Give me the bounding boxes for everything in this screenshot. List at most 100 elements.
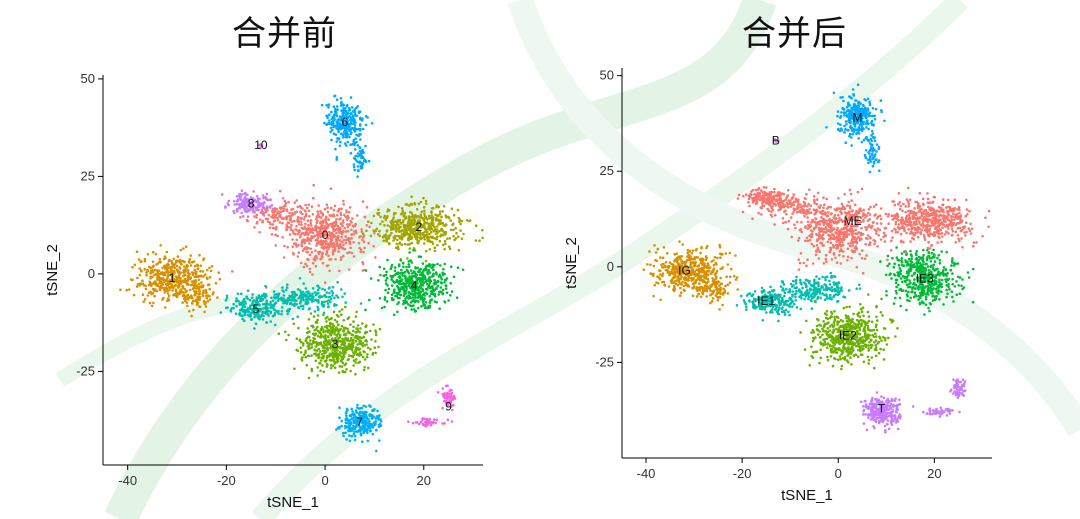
- data-point: [281, 221, 284, 225]
- data-point: [279, 213, 282, 217]
- data-point: [330, 233, 334, 237]
- data-point: [829, 355, 833, 358]
- data-point: [297, 251, 301, 254]
- data-point: [874, 325, 878, 329]
- data-point: [752, 300, 755, 303]
- data-point: [895, 246, 898, 249]
- data-point: [778, 303, 782, 307]
- data-point: [799, 278, 802, 282]
- data-point: [141, 279, 144, 283]
- data-point: [343, 226, 346, 230]
- data-point: [858, 287, 862, 290]
- data-point: [321, 242, 325, 245]
- data-point: [872, 335, 876, 339]
- data-point: [799, 331, 802, 334]
- data-point: [347, 239, 351, 243]
- data-point: [825, 295, 829, 299]
- data-point: [835, 328, 838, 331]
- data-point: [135, 285, 139, 288]
- data-point: [315, 217, 318, 221]
- data-point: [950, 264, 953, 267]
- data-point: [304, 222, 307, 226]
- data-point: [891, 319, 895, 323]
- data-point: [781, 297, 784, 301]
- data-point: [791, 305, 794, 308]
- data-point: [316, 210, 320, 213]
- data-point: [857, 311, 861, 315]
- data-point: [132, 293, 136, 297]
- data-point: [345, 209, 348, 212]
- data-point: [819, 296, 822, 300]
- data-point: [339, 242, 342, 246]
- data-point: [938, 261, 942, 265]
- data-point: [852, 354, 856, 358]
- data-point: [331, 223, 335, 227]
- title-after-merge: 合并后: [742, 14, 847, 54]
- data-point: [855, 318, 859, 322]
- data-point: [335, 239, 339, 242]
- data-point: [300, 223, 303, 226]
- data-point: [761, 319, 765, 322]
- data-point: [350, 237, 354, 240]
- data-point: [955, 293, 958, 297]
- data-point: [275, 208, 279, 211]
- data-point: [316, 236, 320, 240]
- data-point: [307, 258, 310, 262]
- data-point: [328, 214, 332, 217]
- data-point: [166, 299, 169, 303]
- data-point: [319, 220, 323, 224]
- data-point: [325, 240, 328, 243]
- data-point: [819, 348, 822, 352]
- data-point: [818, 277, 821, 281]
- data-point: [351, 217, 354, 220]
- data-point: [752, 297, 756, 301]
- data-point: [887, 336, 890, 340]
- data-point: [332, 208, 336, 212]
- data-point: [874, 339, 878, 342]
- data-point: [331, 243, 334, 246]
- data-point: [231, 270, 234, 273]
- data-point: [347, 237, 351, 240]
- data-point: [285, 228, 289, 232]
- data-point: [143, 257, 147, 261]
- data-point: [147, 291, 151, 295]
- data-point: [838, 355, 842, 358]
- data-point: [336, 234, 340, 238]
- data-point: [324, 233, 328, 237]
- decor-helix-strand-1: [104, 0, 777, 519]
- data-point: [314, 224, 318, 227]
- data-point: [347, 216, 350, 220]
- data-point: [771, 308, 774, 311]
- data-point: [360, 228, 363, 231]
- data-point: [187, 283, 190, 286]
- data-point: [361, 238, 364, 242]
- data-point: [137, 258, 141, 261]
- data-point: [821, 275, 824, 279]
- data-point: [769, 285, 772, 289]
- data-point: [819, 356, 823, 360]
- data-point: [812, 351, 815, 354]
- data-point: [830, 323, 834, 327]
- data-point: [859, 339, 862, 343]
- data-point: [314, 255, 317, 258]
- x-tick-label: -20: [733, 466, 752, 481]
- data-point: [331, 253, 335, 256]
- data-point: [289, 228, 293, 231]
- data-point: [169, 266, 172, 270]
- data-point: [795, 306, 799, 309]
- data-point: [812, 279, 816, 283]
- data-point: [341, 240, 344, 244]
- data-point: [795, 289, 798, 293]
- data-point: [306, 219, 310, 223]
- data-point: [866, 310, 870, 314]
- data-point: [846, 354, 849, 357]
- data-point: [285, 226, 289, 229]
- data-point: [878, 335, 881, 339]
- data-point: [877, 351, 881, 355]
- data-point: [297, 244, 300, 247]
- data-point: [804, 291, 807, 295]
- data-point: [268, 226, 272, 230]
- data-point: [319, 210, 322, 213]
- data-point: [202, 258, 205, 262]
- data-point: [867, 315, 871, 318]
